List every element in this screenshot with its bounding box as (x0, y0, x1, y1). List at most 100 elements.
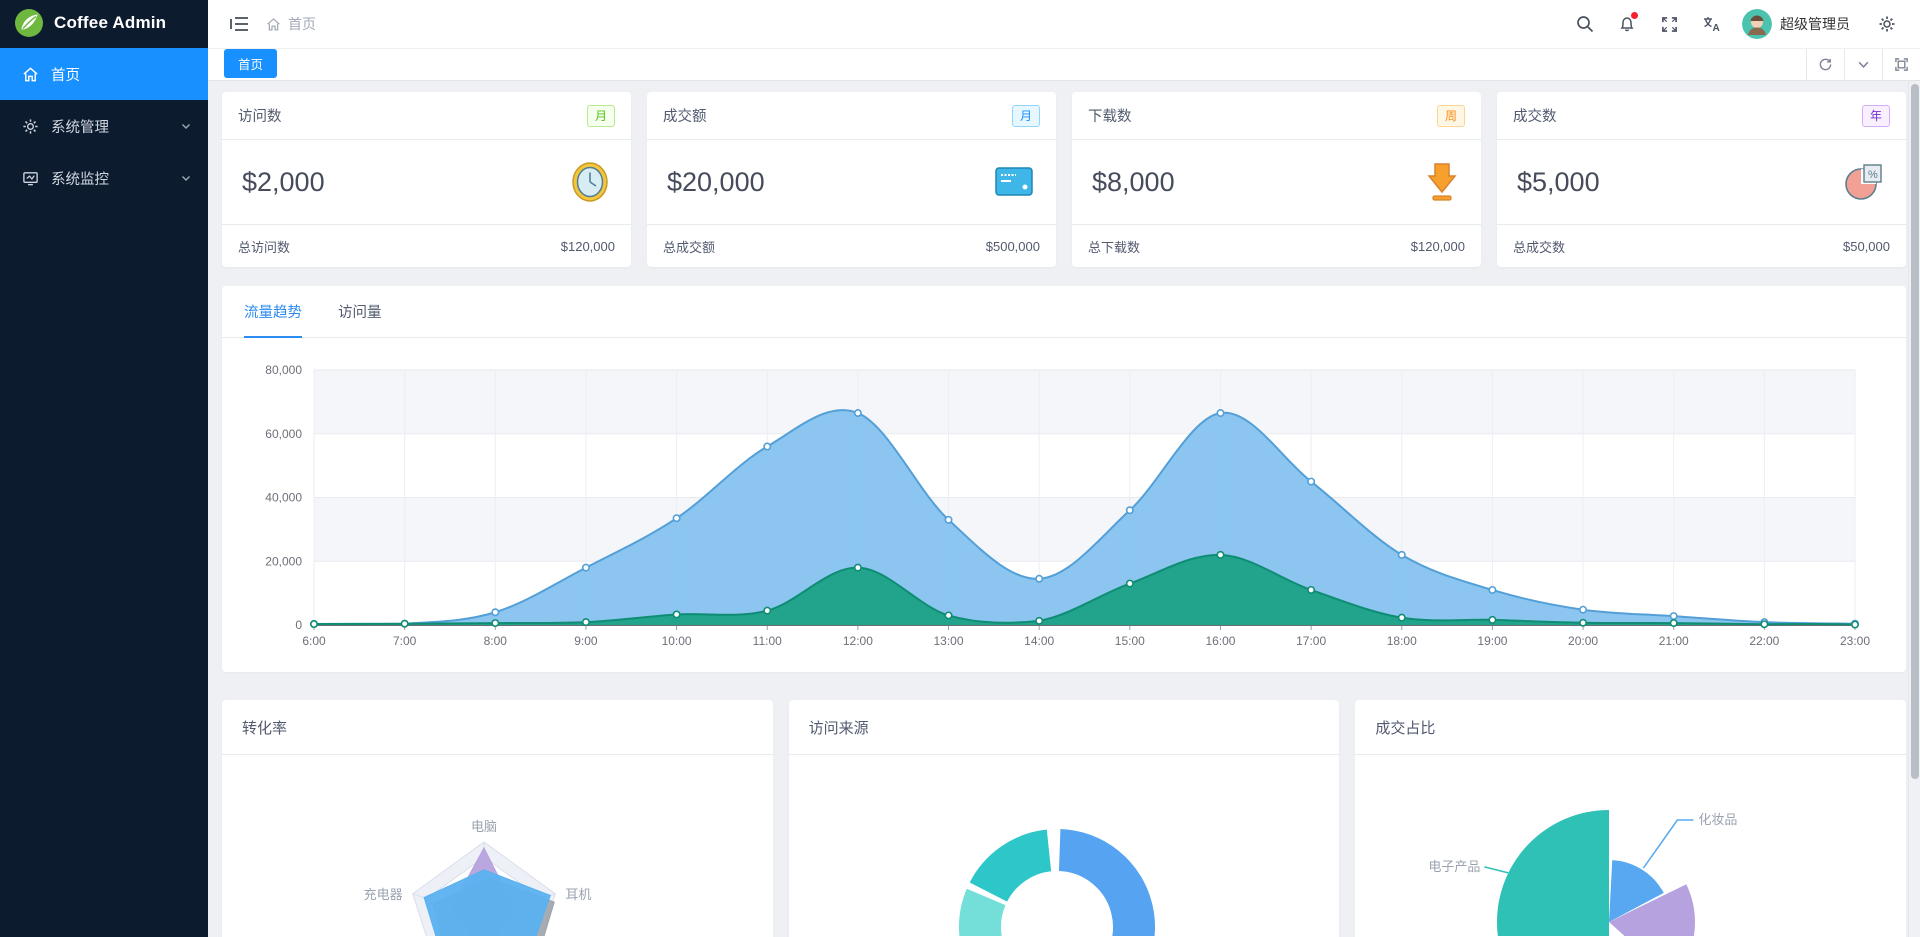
sidebar-item-label: 首页 (51, 67, 80, 84)
breadcrumb-label: 首页 (288, 16, 316, 32)
stat-value: $2,000 (242, 166, 325, 197)
stat-footer-value: $120,000 (1410, 238, 1465, 254)
conversion-rate-card: 转化率 电脑 耳机 充电器 (222, 700, 773, 937)
tab-traffic-trend[interactable]: 流量趋势 (244, 286, 302, 338)
svg-text:23:00: 23:00 (1840, 634, 1870, 648)
card-title: 转化率 (222, 700, 773, 755)
gear-icon (23, 118, 38, 134)
period-badge: 年 (1861, 104, 1890, 127)
svg-text:耳机: 耳机 (565, 887, 591, 902)
stat-title: 成交数 (1513, 109, 1557, 125)
tab-home[interactable]: 首页 (224, 49, 278, 78)
top-navbar: 首页 (208, 0, 1920, 49)
download-icon (1427, 163, 1457, 201)
sidebar-menu: 首页 系统管理 (0, 48, 208, 204)
stat-card-turnover: 成交额 月 $20,000 总成交额 $50 (647, 92, 1056, 267)
svg-text:18:00: 18:00 (1387, 634, 1417, 648)
deal-share-card: 成交占比 电子产品 化妆品 (1355, 700, 1907, 937)
stat-card-deals: 成交数 年 $5,000 % 总成交数 $50 (1497, 92, 1906, 267)
svg-text:7:00: 7:00 (393, 634, 417, 648)
stat-title: 成交额 (663, 109, 707, 125)
period-badge: 月 (586, 104, 615, 127)
visit-source-donut-chart (958, 829, 1155, 936)
pie-icon: % (1845, 164, 1882, 200)
svg-text:电子产品: 电子产品 (1429, 859, 1481, 874)
svg-text:40,000: 40,000 (265, 491, 302, 505)
svg-text:14:00: 14:00 (1024, 634, 1054, 648)
stat-footer-label: 总访问数 (238, 239, 291, 255)
stat-value: $20,000 (667, 166, 765, 197)
tab-controls (1806, 49, 1920, 80)
search-icon[interactable] (1566, 5, 1604, 43)
svg-text:60,000: 60,000 (265, 427, 302, 441)
stat-footer-label: 总成交额 (663, 239, 716, 255)
notification-dot (1631, 12, 1638, 19)
sidebar-item-label: 系统管理 (51, 119, 109, 136)
bottom-cards-row: 转化率 电脑 耳机 充电器 访问来源 成交占比 电子产品 化妆品 (222, 700, 1907, 937)
card-title: 访问来源 (788, 700, 1340, 755)
sidebar-item-system-monitor[interactable]: 系统监控 (0, 152, 208, 204)
stat-cards-row: 访问数 月 $2,000 总访问数 $120 (222, 92, 1906, 267)
page-scrollbar (1908, 81, 1920, 937)
period-badge: 月 (1011, 104, 1040, 127)
svg-text:20:00: 20:00 (1568, 634, 1598, 648)
stat-footer-label: 总下载数 (1088, 239, 1141, 255)
deal-share-pie-chart: 电子产品 化妆品 (1429, 810, 1738, 936)
bankcard-icon (995, 167, 1033, 196)
sidebar-item-label: 系统监控 (51, 171, 109, 188)
scrollbar-thumb[interactable] (1911, 84, 1919, 779)
svg-text:80,000: 80,000 (265, 363, 302, 377)
svg-text:10:00: 10:00 (662, 634, 692, 648)
stat-footer-label: 总成交数 (1513, 239, 1566, 255)
translate-icon[interactable]: A (1692, 5, 1730, 43)
navbar-actions: A 超级管理员 (1566, 5, 1906, 43)
app-title: Coffee Admin (54, 13, 167, 32)
page-content: 访问数 月 $2,000 总访问数 $120 (208, 81, 1920, 937)
stat-value: $8,000 (1092, 166, 1175, 197)
stat-card-downloads: 下载数 周 $8,000 总下载数 $120,000 (1072, 92, 1481, 267)
refresh-icon[interactable] (1806, 49, 1844, 80)
main-area: 首页 (208, 0, 1920, 937)
svg-text:8:00: 8:00 (484, 634, 508, 648)
tab-visit-volume[interactable]: 访问量 (338, 305, 382, 321)
stat-card-visits: 访问数 月 $2,000 总访问数 $120 (222, 92, 631, 267)
user-name[interactable]: 超级管理员 (1780, 16, 1850, 32)
settings-icon[interactable] (1868, 5, 1906, 43)
stat-title: 访问数 (238, 109, 282, 125)
chevron-down-icon (182, 176, 190, 181)
stat-footer-value: $500,000 (985, 238, 1040, 254)
svg-text:充电器: 充电器 (364, 887, 403, 902)
svg-text:%: % (1868, 169, 1878, 181)
bell-icon[interactable] (1608, 5, 1646, 43)
traffic-area-chart: 0 20,000 40,000 60,000 80,000 6:00 7:00 8:00 9:0… (265, 363, 1870, 648)
home-icon (267, 17, 280, 31)
monitor-icon (23, 171, 38, 185)
maximize-icon[interactable] (1882, 49, 1920, 80)
svg-text:A: A (1712, 23, 1719, 33)
stat-title: 下载数 (1088, 109, 1132, 125)
brand-logo[interactable]: Coffee Admin (0, 0, 208, 46)
stat-footer-value: $50,000 (1843, 238, 1890, 254)
avatar[interactable] (1742, 9, 1772, 39)
svg-text:化妆品: 化妆品 (1699, 812, 1738, 827)
chevron-down-icon[interactable] (1844, 49, 1882, 80)
traffic-trend-card: 流量趋势 访问量 0 20,000 40,000 60,000 80,000 6:00 7:… (222, 286, 1906, 672)
sidebar-item-system-admin[interactable]: 系统管理 (0, 100, 208, 152)
svg-text:13:00: 13:00 (934, 634, 964, 648)
visit-source-card: 访问来源 (788, 700, 1340, 937)
breadcrumb[interactable]: 首页 (266, 14, 316, 34)
svg-text:22:00: 22:00 (1749, 634, 1779, 648)
menu-fold-icon[interactable] (220, 5, 258, 43)
fullscreen-icon[interactable] (1650, 5, 1688, 43)
svg-text:15:00: 15:00 (1115, 634, 1145, 648)
svg-text:17:00: 17:00 (1296, 634, 1326, 648)
svg-text:6:00: 6:00 (302, 634, 326, 648)
home-icon (23, 66, 38, 81)
period-badge: 周 (1436, 104, 1465, 127)
clock-icon (572, 162, 608, 202)
page-tabs-bar: 首页 (208, 49, 1920, 81)
stat-value: $5,000 (1517, 166, 1600, 197)
chevron-down-icon (182, 124, 190, 129)
sidebar-item-home[interactable]: 首页 (0, 48, 208, 100)
